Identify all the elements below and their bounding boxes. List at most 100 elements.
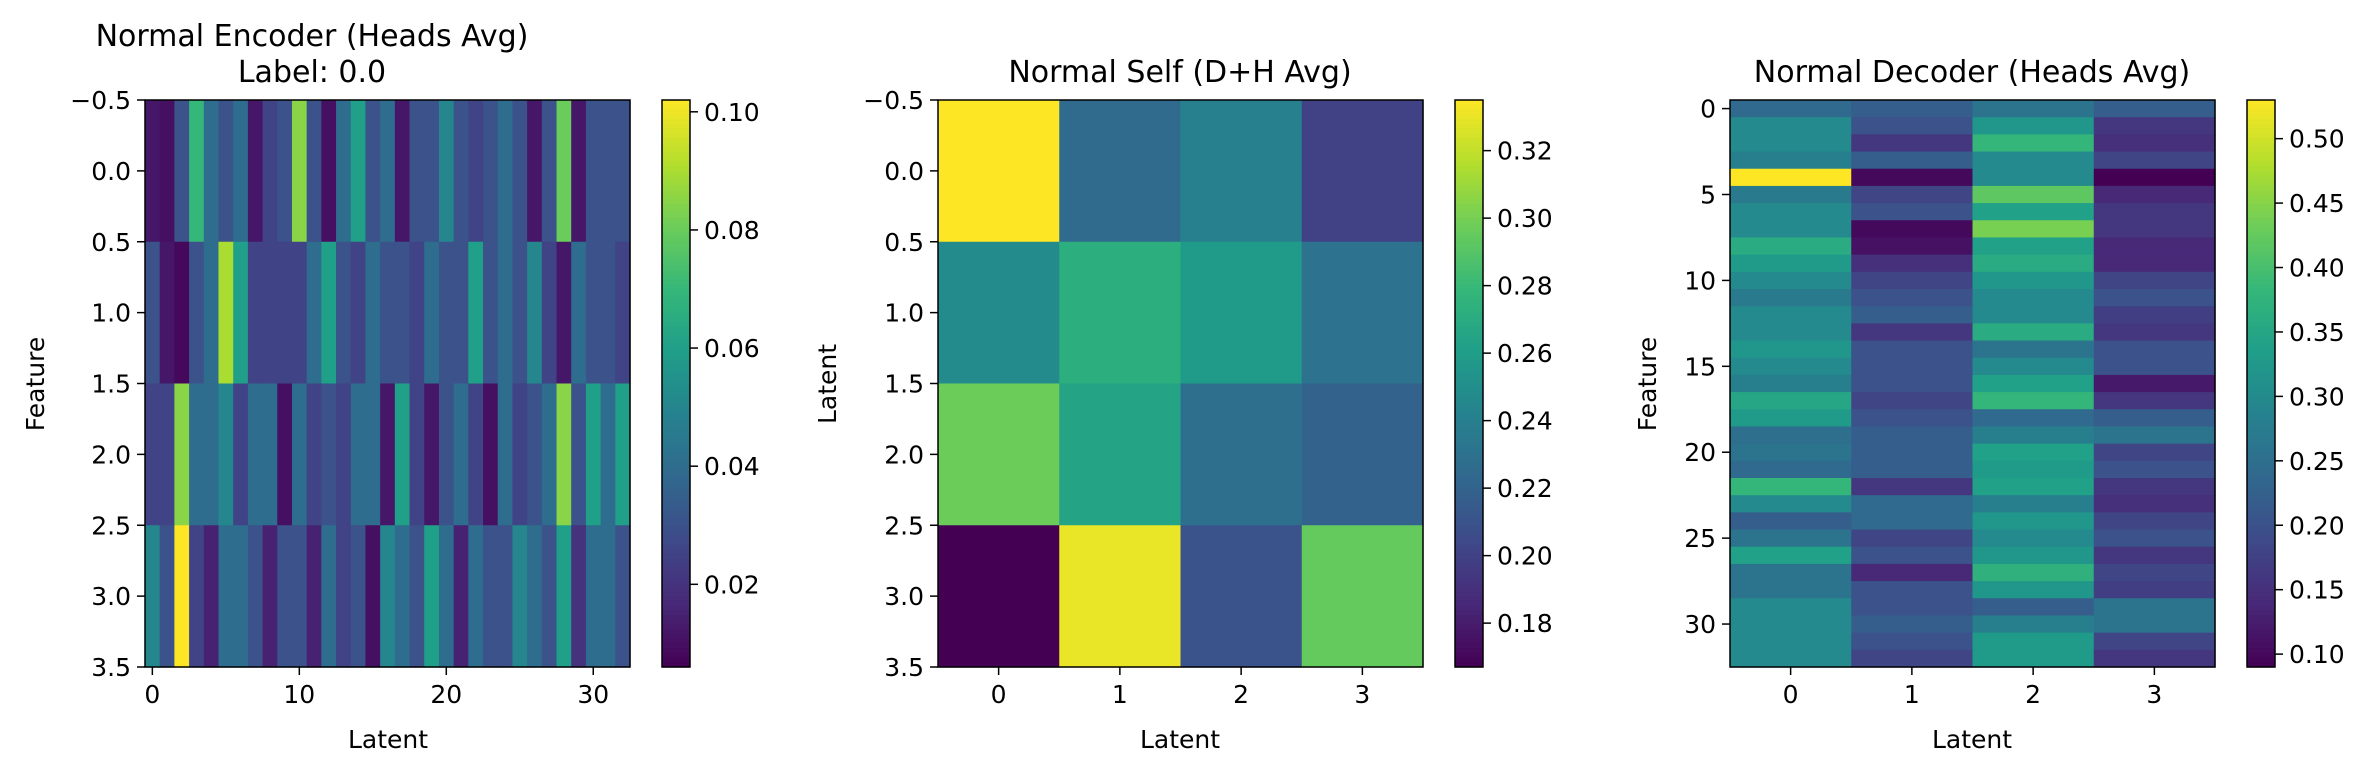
colorbar-band	[1455, 336, 1483, 342]
heatmap-cell	[291, 383, 308, 526]
heatmap-cell	[350, 383, 367, 526]
colorbar-band	[662, 350, 690, 356]
heatmap-cell	[365, 383, 381, 526]
colorbar-frame	[2246, 99, 2276, 668]
colorbar-band	[662, 558, 690, 564]
colorbar-band	[2247, 501, 2275, 507]
colorbar-tick-label: 0.10	[2289, 640, 2345, 669]
colorbar-band	[2247, 407, 2275, 413]
colorbar-band	[2247, 615, 2275, 621]
colorbar-band	[1455, 232, 1483, 238]
colorbar-band	[1455, 378, 1483, 385]
colorbar-band	[1455, 147, 1483, 153]
colorbar-band	[2247, 123, 2275, 129]
heatmap-cell	[306, 525, 322, 668]
colorbar-band	[662, 166, 690, 172]
colorbar-band	[662, 213, 690, 219]
colorbar-band	[2247, 350, 2275, 356]
colorbar-band	[1455, 511, 1483, 517]
decoder-xlabel: Latent	[1932, 725, 2012, 754]
heatmap-cell	[321, 383, 337, 526]
heatmap-cell	[291, 241, 308, 385]
colorbar-band	[662, 596, 690, 602]
heatmap-cell	[2093, 598, 2216, 617]
colorbar-tick-label: 0.06	[704, 334, 760, 363]
encoder-ylabel: Feature	[21, 337, 50, 431]
colorbar-band	[1455, 166, 1483, 172]
heatmap-cell	[556, 383, 572, 526]
colorbar-band	[2247, 511, 2275, 517]
colorbar-band	[662, 449, 690, 455]
colorbar-band	[662, 189, 690, 196]
colorbar-band	[2247, 534, 2275, 541]
colorbar-band	[1455, 270, 1483, 276]
colorbar-band	[662, 100, 690, 106]
colorbar-band	[2247, 624, 2275, 630]
y-tick-label: 1.5	[884, 370, 924, 399]
heatmap-cell	[571, 383, 587, 526]
heatmap-cell	[1972, 340, 2095, 359]
colorbar-band	[1455, 525, 1483, 531]
colorbar-band	[662, 548, 690, 555]
heatmap-cell	[1972, 306, 2095, 324]
colorbar-band	[662, 624, 690, 630]
colorbar-tick-label: 0.08	[704, 216, 760, 245]
colorbar-band	[662, 104, 690, 111]
heatmap-cell	[483, 241, 499, 385]
colorbar-band	[2247, 260, 2275, 266]
colorbar-band	[662, 340, 690, 347]
heatmap-cell	[1059, 241, 1182, 385]
heatmap-cell	[189, 525, 205, 668]
x-tick-label: 0	[144, 680, 160, 709]
colorbar-band	[1455, 558, 1483, 564]
colorbar-band	[662, 114, 690, 120]
y-tick-label: 2.0	[91, 440, 131, 469]
heatmap-cell	[1851, 151, 1974, 170]
colorbar-band	[662, 416, 690, 422]
colorbar-band	[662, 326, 690, 333]
heatmap-cell	[438, 525, 455, 668]
heatmap-cell	[1851, 409, 1974, 428]
colorbar-band	[1455, 501, 1483, 507]
heatmap-cell	[2093, 185, 2216, 204]
colorbar-band	[662, 279, 690, 285]
heatmap-cell	[1730, 357, 1852, 376]
heatmap-cell	[1730, 323, 1852, 342]
heatmap-cell	[585, 383, 602, 526]
colorbar-band	[2247, 156, 2275, 163]
heatmap-cell	[424, 241, 440, 385]
colorbar-tick-label: 0.15	[2289, 576, 2345, 605]
heatmap-cell	[1972, 529, 2095, 548]
heatmap-cell	[1851, 632, 1974, 651]
colorbar-band	[662, 515, 690, 522]
heatmap-cell	[1730, 237, 1852, 256]
colorbar-band	[2247, 596, 2275, 602]
y-tick-label: 0.0	[91, 157, 131, 186]
panel-decoder: Normal Decoder (Heads Avg) 0 1 2 3051015202…	[1633, 55, 2345, 754]
heatmap-cell	[2093, 117, 2216, 135]
colorbar-band	[662, 345, 690, 352]
y-tick-label: 25	[1684, 524, 1716, 553]
heatmap-cell	[1851, 289, 1974, 307]
heatmap-cell	[615, 241, 631, 385]
heatmap-cell	[571, 525, 587, 668]
heatmap-cell	[336, 383, 352, 526]
colorbar-band	[662, 133, 690, 139]
heatmap-cell	[615, 383, 631, 526]
colorbar-tick-label: 0.22	[1497, 474, 1553, 503]
heatmap-cell	[1851, 581, 1974, 599]
heatmap-cell	[1851, 426, 1974, 445]
decoder-heatmap	[1730, 100, 2216, 668]
colorbar-band	[662, 194, 690, 200]
heatmap-cell	[1730, 168, 1852, 187]
heatmap-cell	[291, 525, 308, 668]
colorbar-band	[2247, 520, 2275, 526]
colorbar-band	[662, 444, 690, 451]
heatmap-cell	[1851, 392, 1974, 410]
colorbar-tick-label: 0.40	[2289, 254, 2345, 283]
colorbar-band	[2247, 237, 2275, 243]
colorbar-band	[662, 388, 690, 394]
y-tick-label: 0	[1700, 95, 1716, 124]
heatmap-cell	[2093, 478, 2216, 496]
colorbar-band	[1455, 326, 1483, 333]
